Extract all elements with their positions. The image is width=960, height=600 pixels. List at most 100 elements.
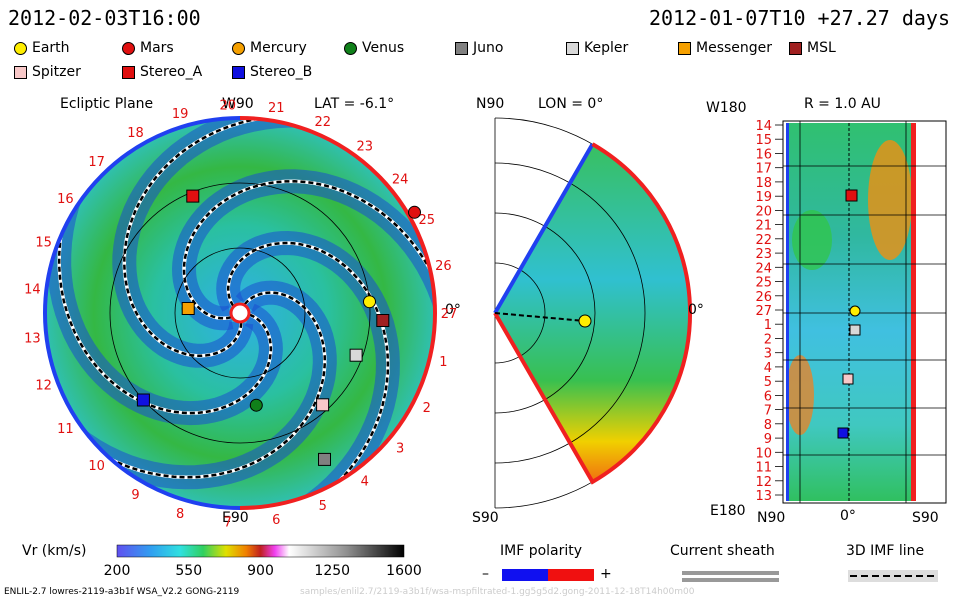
meridional-right-label: 0° — [688, 302, 704, 318]
synoptic-y-tick: 23 — [755, 247, 772, 262]
carrington-tick-label: 15 — [35, 236, 52, 251]
carrington-tick-label: 20 — [220, 98, 237, 113]
ecliptic-body-messenger — [181, 302, 195, 315]
meridional-top-label: N90 — [476, 96, 505, 112]
legend-label: Juno — [473, 40, 504, 56]
ecliptic-body-kepler — [349, 348, 363, 362]
ecliptic-body-juno — [318, 452, 331, 466]
ecliptic-rim-positive — [239, 116, 437, 510]
meridional-imf-line — [494, 312, 586, 322]
colorbar-tick-label: 1600 — [386, 563, 422, 579]
legend-item-stereo-a: Stereo_A — [122, 64, 202, 80]
meridional-ring — [494, 212, 596, 414]
ecliptic-body-venus — [249, 398, 263, 412]
synoptic-y-tick: 16 — [755, 148, 772, 163]
synoptic-plot: 1415161718192021222324252627123456789101… — [755, 119, 947, 504]
colorbar-tick-label: 1250 — [314, 563, 351, 579]
legend-swatch — [122, 41, 135, 55]
legend-swatch — [455, 41, 468, 55]
legend-item-mercury: Mercury — [232, 40, 307, 56]
footer-center: samples/enlil2.7/2119-a3b1f/wsa-mspfiltr… — [300, 587, 695, 597]
synoptic-y-tick: 11 — [755, 461, 772, 476]
carrington-tick-label: 21 — [268, 101, 285, 116]
carrington-tick-label: 11 — [57, 422, 74, 437]
synoptic-earth — [849, 305, 861, 317]
synoptic-y-tick: 7 — [764, 404, 772, 419]
legend-swatch — [789, 41, 802, 55]
synoptic-y-tick: 17 — [755, 162, 772, 177]
legend-label: Messenger — [696, 40, 773, 56]
ecliptic-bottom-label: E90 — [222, 510, 249, 526]
synoptic-y-tick: 6 — [764, 389, 772, 404]
carrington-tick-label: 8 — [176, 507, 184, 522]
legend-swatch — [344, 41, 357, 55]
ecliptic-ring — [109, 182, 371, 444]
meridional-plot — [493, 117, 693, 509]
ecliptic-field-line-bg — [51, 290, 327, 480]
carrington-tick-label: 16 — [57, 192, 74, 207]
ecliptic-title: Ecliptic Plane — [60, 96, 154, 112]
meridional-edge-positive — [493, 142, 693, 485]
polarity-label: IMF polarity — [500, 543, 583, 559]
legend-swatch — [122, 65, 135, 79]
legend-item-messenger: Messenger — [678, 40, 772, 56]
synoptic-fast-wind-1 — [868, 140, 912, 260]
legend-item-juno: Juno — [455, 40, 503, 56]
carrington-tick-label: 7 — [224, 516, 232, 531]
synoptic-y-tick: 5 — [764, 375, 772, 390]
synoptic-edge-positive — [911, 123, 916, 501]
synoptic-y-tick: 1 — [764, 318, 772, 333]
carrington-tick-label: 1 — [439, 355, 447, 370]
ecliptic-body-mars — [408, 205, 421, 219]
synoptic-y-tick: 14 — [755, 119, 772, 134]
imf-line-label: 3D IMF line — [846, 543, 925, 559]
legend-swatch — [678, 41, 691, 55]
synoptic-y-tick: 10 — [755, 446, 772, 461]
ecliptic-field-line-bg — [122, 118, 331, 358]
legend-item-msl: MSL — [789, 40, 836, 56]
ecliptic-body-msl — [376, 314, 390, 327]
legend-label: Mercury — [250, 40, 307, 56]
legend-label: Venus — [362, 40, 405, 56]
carrington-tick-label: 19 — [172, 107, 189, 122]
imf-line-symbol-bg — [848, 570, 938, 582]
meridional-ring — [494, 262, 546, 364]
meridional-wedge — [495, 144, 691, 482]
synoptic-bottom-left-label: E180 — [710, 503, 746, 519]
synoptic-edge-negative — [786, 123, 789, 501]
synoptic-kepler — [849, 324, 861, 336]
synoptic-x-label-s90: S90 — [912, 510, 939, 526]
synoptic-y-tick: 18 — [755, 176, 772, 191]
synoptic-stereo-a — [845, 189, 858, 202]
synoptic-y-tick: 3 — [764, 347, 772, 362]
polarity-plus: + — [600, 566, 612, 582]
synoptic-stereo-b — [837, 427, 849, 439]
carrington-tick-label: 3 — [396, 441, 404, 456]
meridional-earth-marker — [578, 314, 592, 328]
ecliptic-body-spitzer — [316, 398, 330, 412]
carrington-tick-label: 13 — [24, 331, 41, 346]
ecliptic-lat-label: LAT = -6.1° — [314, 96, 395, 112]
synoptic-y-tick: 9 — [764, 432, 772, 447]
legend-swatch — [566, 41, 579, 55]
synoptic-y-tick: 12 — [755, 475, 772, 490]
legend-swatch — [232, 65, 245, 79]
legend-item-spitzer: Spitzer — [14, 64, 81, 80]
carrington-tick-label: 23 — [357, 139, 374, 154]
ecliptic-body-stereo-a — [186, 189, 200, 203]
timestamp-left: 2012-02-03T16:00 — [8, 6, 201, 30]
synoptic-y-tick: 24 — [755, 261, 772, 276]
legend-item-stereo-b: Stereo_B — [232, 64, 312, 80]
synoptic-y-tick: 20 — [755, 204, 772, 219]
legend-label: Stereo_A — [140, 64, 203, 80]
ecliptic-body-earth — [363, 295, 376, 309]
legend-label: MSL — [807, 40, 836, 56]
timestamp-right: 2012-01-07T10 +27.27 days — [648, 6, 950, 30]
carrington-tick-label: 25 — [419, 213, 436, 228]
meridional-ring — [494, 162, 646, 464]
meridional-bottom-label: S90 — [472, 510, 499, 526]
carrington-tick-label: 17 — [88, 155, 105, 170]
ecliptic-body-stereo-b — [136, 393, 150, 407]
colorbar-tick-label: 900 — [247, 563, 274, 579]
